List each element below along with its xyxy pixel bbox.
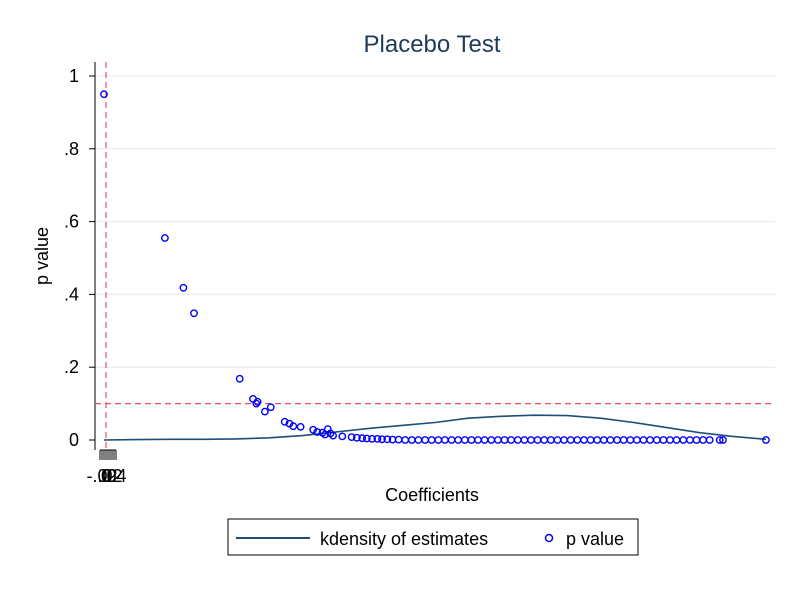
pvalue-point (540, 436, 549, 444)
pvalue-point (352, 433, 361, 442)
pvalue-point (427, 436, 436, 444)
pvalue-point (362, 434, 371, 443)
kdensity-series (103, 414, 767, 441)
pvalue-series (100, 90, 770, 444)
pvalue-point (296, 422, 305, 431)
pvalue-point (626, 436, 635, 444)
pvalue-point (401, 436, 410, 444)
pvalue-point (593, 436, 602, 444)
pvalue-point (454, 436, 463, 444)
pvalue-point (378, 435, 386, 444)
pvalue-point (414, 436, 423, 444)
y-tick-label-0: 0 (69, 430, 79, 450)
pvalue-point (513, 436, 522, 444)
x-axis-ticks: -.020.02.04 (86, 449, 127, 486)
pvalue-point (573, 436, 582, 444)
pvalue-point (692, 436, 701, 444)
pvalue-point (421, 436, 429, 444)
pvalue-point (480, 436, 489, 444)
pvalue-point (347, 433, 356, 441)
pvalue-point (253, 397, 262, 406)
pvalue-point (762, 436, 770, 444)
pvalue-point (553, 436, 562, 444)
pvalue-point (368, 434, 376, 443)
y-tick-label-5: 1 (69, 66, 79, 86)
pvalue-point (280, 417, 289, 426)
pvalue-point (373, 434, 382, 443)
pvalue-point (719, 436, 727, 444)
x-tick-label-1: 0 (101, 466, 111, 486)
pvalue-point (633, 436, 641, 444)
pvalue-point (358, 434, 367, 443)
pvalue-point (440, 436, 449, 444)
pvalue-point (606, 436, 615, 444)
y-tick-label-2: .4 (64, 284, 79, 304)
pvalue-point (467, 436, 476, 444)
pvalue-point (338, 432, 347, 441)
pvalue-point (520, 436, 529, 444)
pvalue-point (666, 436, 674, 444)
pvalue-point (313, 428, 322, 436)
y-axis-ticks: 0 .2 .4 .6 .8 1 (64, 66, 95, 450)
y-tick-label-3: .6 (64, 212, 79, 232)
pvalue-point (460, 436, 469, 444)
y-axis-label: p value (32, 227, 52, 285)
x-tick-label-3: .04 (101, 466, 126, 486)
y-tick-label-1: .2 (64, 357, 79, 377)
pvalue-point (487, 436, 496, 444)
pvalue-point (715, 436, 724, 444)
pvalue-point (699, 436, 707, 444)
pvalue-point (100, 90, 108, 99)
pvalue-point (447, 436, 456, 444)
y-tick-label-4: .8 (64, 139, 79, 159)
pvalue-point (266, 403, 275, 412)
pvalue-point (434, 436, 443, 444)
pvalue-point (599, 436, 608, 444)
pvalue-point (679, 436, 688, 444)
pvalue-point (252, 399, 261, 408)
pvalue-point (507, 436, 515, 444)
pvalue-point (672, 436, 681, 444)
pvalue-point (639, 436, 648, 444)
pvalue-point (407, 436, 416, 444)
legend: kdensity of estimates p value (227, 518, 639, 556)
pvalue-point (160, 234, 169, 242)
pvalue-point (383, 435, 392, 444)
pvalue-point (190, 309, 198, 318)
pvalue-point (686, 436, 694, 444)
pvalue-point (500, 436, 509, 444)
pvalue-point (260, 407, 269, 416)
pvalue-point (646, 436, 654, 444)
pvalue-point (613, 436, 621, 444)
chart-title: Placebo Test (364, 31, 501, 58)
x-tick-label-2: .02 (97, 466, 122, 486)
pvalue-point (705, 436, 714, 444)
pvalue-point (652, 436, 661, 444)
pvalue-point (586, 436, 595, 444)
x-axis-label: Coefficients (385, 485, 479, 505)
pvalue-point (329, 431, 337, 440)
legend-pvalue-label: p value (566, 529, 624, 549)
pvalue-point (566, 436, 575, 444)
pvalue-point (179, 283, 188, 292)
kdensity-line (103, 414, 767, 441)
pvalue-point (235, 374, 244, 383)
pvalue-point (547, 436, 555, 444)
pvalue-point (659, 436, 668, 444)
pvalue-point (289, 422, 298, 431)
pvalue-point (527, 436, 535, 444)
pvalue-point (493, 436, 502, 444)
pvalue-point (560, 436, 568, 444)
legend-kdensity-label: kdensity of estimates (320, 529, 488, 549)
pvalue-point (619, 436, 628, 444)
grid-lines (95, 75, 775, 368)
legend-pvalue-swatch (544, 533, 554, 543)
x-tick-label-0: -.02 (86, 466, 117, 486)
pvalue-point (309, 425, 318, 434)
pvalue-point (533, 436, 542, 444)
pvalue-point (580, 436, 588, 444)
pvalue-point (474, 436, 482, 444)
reference-lines (95, 62, 775, 450)
